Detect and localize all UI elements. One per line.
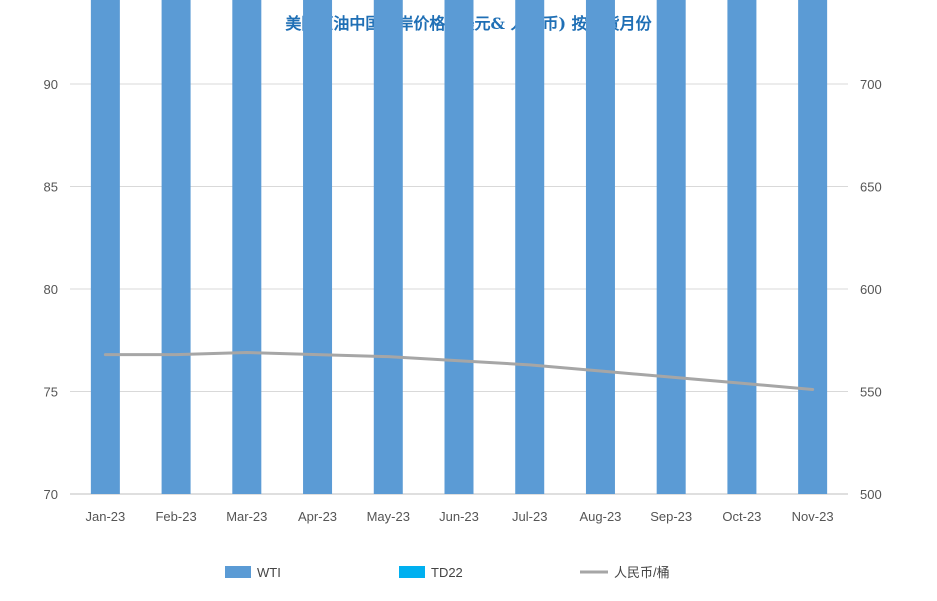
bar-wti: [303, 0, 333, 494]
bar-wti: [373, 0, 403, 494]
bar-wti: [444, 0, 474, 494]
x-tick-label: Jul-23: [512, 509, 547, 524]
legend-label-rmb: 人民币/桶: [614, 565, 670, 580]
bar-wti: [585, 0, 615, 494]
x-tick-label: Feb-23: [155, 509, 196, 524]
legend-label-td22: TD22: [431, 565, 463, 580]
bar-wti: [232, 0, 262, 494]
bar-wti: [515, 0, 545, 494]
y-right-tick-label: 500: [860, 487, 882, 502]
y-left-tick-label: 75: [44, 385, 58, 400]
y-right-tick-label: 600: [860, 282, 882, 297]
x-tick-label: Mar-23: [226, 509, 267, 524]
x-tick-label: Nov-23: [792, 509, 834, 524]
legend-swatch-wti: [225, 566, 251, 578]
y-right-tick-label: 700: [860, 77, 882, 92]
y-left-tick-label: 85: [44, 180, 58, 195]
bar-wti: [798, 0, 828, 494]
bar-wti: [161, 0, 191, 494]
x-tick-label: Oct-23: [722, 509, 761, 524]
y-left-tick-label: 70: [44, 487, 58, 502]
x-tick-label: Jun-23: [439, 509, 479, 524]
y-right-tick-label: 550: [860, 385, 882, 400]
x-tick-label: Jan-23: [85, 509, 125, 524]
y-right-tick-label: 650: [860, 180, 882, 195]
y-left-tick-label: 80: [44, 282, 58, 297]
y-left-tick-label: 90: [44, 77, 58, 92]
line-rmb: [103, 351, 815, 391]
x-tick-label: Aug-23: [579, 509, 621, 524]
bar-wti: [90, 0, 120, 494]
x-tick-label: Sep-23: [650, 509, 692, 524]
legend-label-wti: WTI: [257, 565, 281, 580]
x-tick-label: Apr-23: [298, 509, 337, 524]
bar-wti: [656, 0, 686, 494]
legend-swatch-td22: [399, 566, 425, 578]
x-tick-label: May-23: [367, 509, 410, 524]
bar-wti: [727, 0, 757, 494]
